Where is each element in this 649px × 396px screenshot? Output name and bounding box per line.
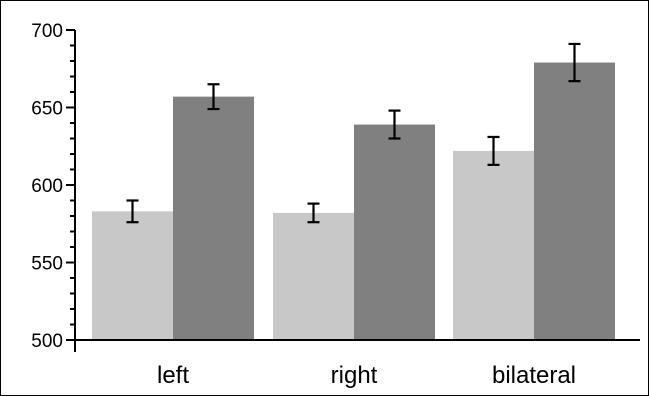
category-labels-group: left right bilateral: [157, 362, 576, 389]
y-tick-label: 650: [31, 99, 63, 120]
bar-left-series-1: [92, 211, 173, 340]
y-ticks-group: 500 550 600 650 700: [31, 21, 75, 352]
axes-group: [71, 30, 640, 352]
error-bars-group: [126, 42, 581, 224]
y-tick-label: 600: [31, 176, 63, 197]
bar-left-series-2: [173, 96, 254, 341]
bar-right-series-1: [273, 212, 354, 340]
x-category-label-bilateral: bilateral: [492, 362, 576, 389]
y-tick-label: 700: [31, 21, 63, 42]
bar-right-series-2: [354, 124, 435, 340]
bars-group: [92, 62, 615, 341]
y-tick-label: 500: [31, 331, 63, 352]
x-category-label-left: left: [157, 362, 189, 389]
y-tick-label: 550: [31, 254, 63, 275]
bar-bilateral-series-1: [453, 150, 534, 340]
x-category-label-right: right: [331, 362, 378, 389]
bar-bilateral-series-2: [534, 62, 615, 341]
